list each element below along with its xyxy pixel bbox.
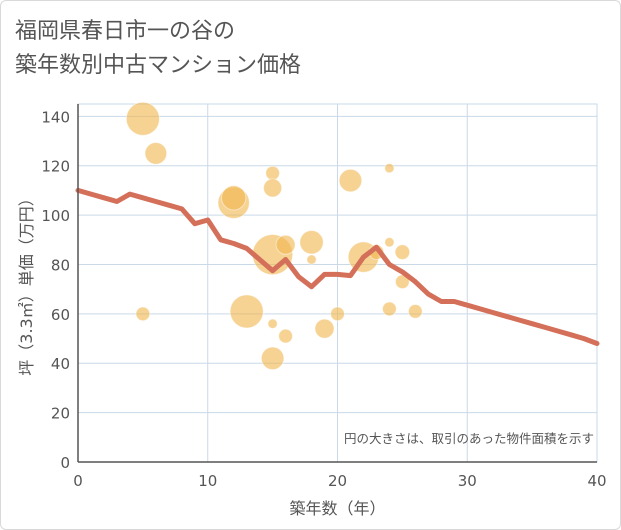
data-bubble [382,301,397,317]
data-bubble [384,162,395,174]
y-tick-label: 80 [51,256,70,274]
data-bubble [260,346,285,371]
x-tick-label: 30 [458,472,477,490]
data-bubble [263,178,283,198]
y-axis-label: 坪（3.3㎡）単価（万円） [17,190,36,375]
axes: 0 20 40 60 80 100 120 140 0 10 20 30 40 [41,104,607,490]
axis-labels: 築年数（年） 坪（3.3㎡）単価（万円） 円の大きさは、取引のあった物件面積を示… [17,190,594,518]
data-bubble [265,165,281,181]
size-annotation: 円の大きさは、取引のあった物件面積を示す [344,431,594,446]
y-tick-label: 100 [41,207,70,225]
grid-lines [77,103,598,463]
data-bubble [407,303,423,319]
trend-line [75,187,600,346]
x-tick-label: 0 [73,472,83,490]
y-tick-label: 0 [60,454,70,472]
data-bubble [314,318,335,339]
data-bubble [299,230,324,255]
y-tick-label: 60 [51,306,70,324]
data-bubble [135,306,151,322]
data-bubble [144,142,168,165]
chart-title-line-2: 築年数別中古マンション価格 [15,53,302,78]
y-tick-label: 140 [41,108,70,126]
bubble-series [125,101,423,371]
data-bubble [330,306,345,322]
trend-series [75,187,600,346]
x-axis-label: 築年数（年） [289,499,385,518]
data-bubble [306,254,317,265]
data-bubble [221,185,247,211]
y-tick-label: 120 [41,158,70,176]
data-bubble [275,234,296,255]
data-bubble [394,244,411,260]
x-tick-label: 10 [198,472,217,490]
x-tick-label: 20 [328,472,347,490]
data-bubble [384,237,395,248]
y-tick-label: 40 [51,355,70,373]
data-bubble [125,101,160,136]
chart-title-line-1: 福岡県春日市一の谷の [15,19,236,44]
data-bubble [338,168,363,193]
data-bubble [278,328,294,344]
y-tick-label: 20 [51,405,70,423]
x-tick-label: 40 [587,472,606,490]
chart-title: 福岡県春日市一の谷の 築年数別中古マンション価格 [15,15,301,83]
data-bubble [229,294,264,329]
data-bubble [267,318,278,329]
